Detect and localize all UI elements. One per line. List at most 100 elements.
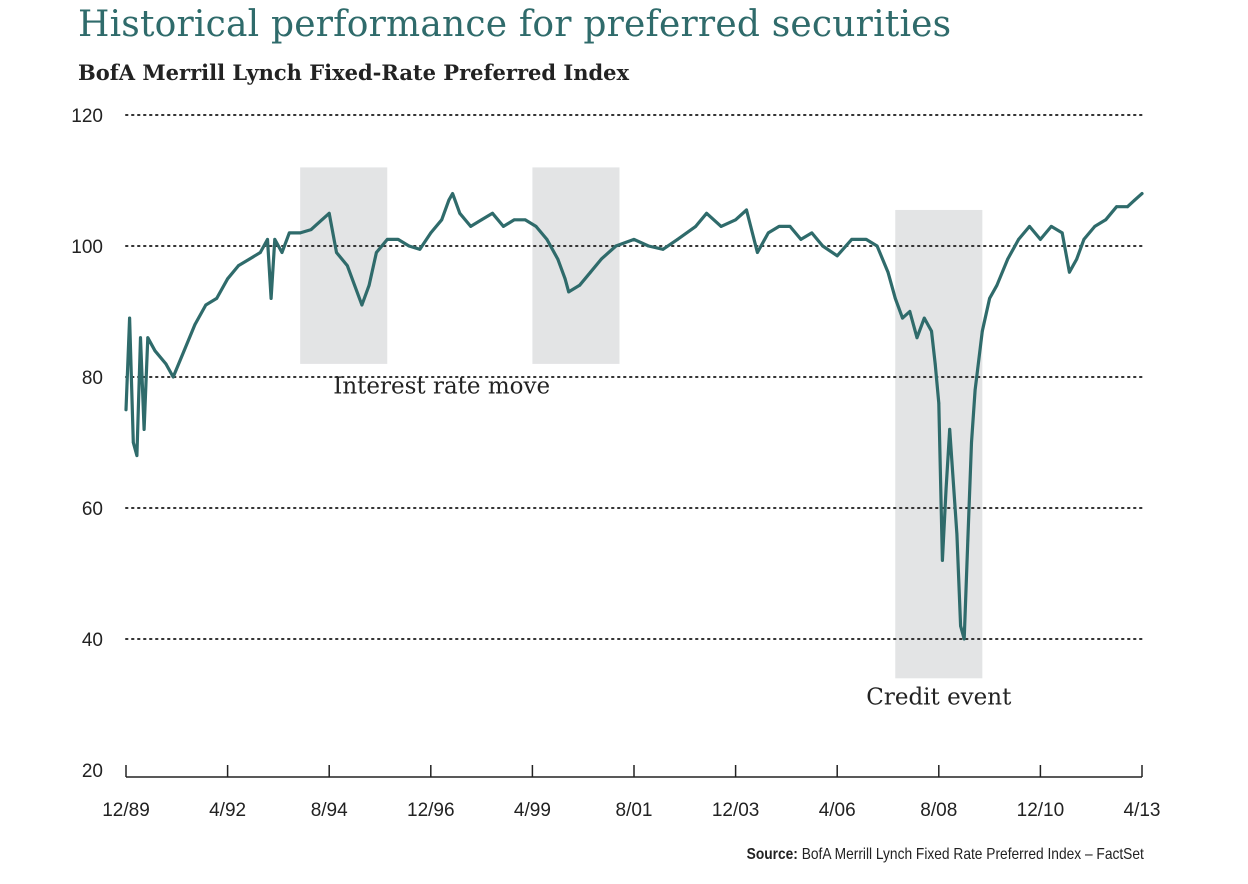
data-point xyxy=(893,297,897,300)
x-tick-label: 8/01 xyxy=(616,800,653,821)
data-point xyxy=(128,316,132,320)
series-group xyxy=(124,192,1144,641)
data-point xyxy=(502,225,505,228)
x-tick-label: 12/03 xyxy=(712,800,760,821)
data-point xyxy=(237,264,240,267)
data-point xyxy=(429,231,433,235)
data-point xyxy=(1075,257,1079,261)
data-point xyxy=(676,238,679,241)
y-tick-label: 60 xyxy=(82,499,103,520)
data-point xyxy=(469,225,473,228)
data-point xyxy=(933,362,937,366)
data-point xyxy=(632,238,636,241)
data-point xyxy=(512,218,516,222)
x-axis xyxy=(125,765,1143,778)
data-point xyxy=(955,532,959,536)
data-point xyxy=(124,408,128,412)
data-point xyxy=(980,329,984,333)
data-point xyxy=(1093,225,1097,228)
data-point xyxy=(756,251,759,254)
data-point xyxy=(988,297,991,300)
data-point xyxy=(930,329,933,333)
source-label: Source: xyxy=(746,846,799,863)
x-tick-label: 4/99 xyxy=(514,800,551,821)
data-point xyxy=(578,283,581,287)
data-point xyxy=(335,251,338,254)
data-point xyxy=(153,349,157,353)
data-point xyxy=(320,218,324,222)
x-axis-labels: 12/89 4/92 8/94 12/96 4/99 8/01 12/03 4/06 8/08 1… xyxy=(102,800,1160,821)
chart-title: Historical performance for preferred sec… xyxy=(78,4,952,45)
data-point xyxy=(171,375,175,379)
data-point xyxy=(280,251,284,254)
y-tick-label: 80 xyxy=(82,368,103,389)
annotation-label: Credit event xyxy=(866,685,1012,711)
y-axis-labels: 20 40 60 80 100 120 xyxy=(71,106,103,782)
data-point xyxy=(614,244,618,248)
x-tick-label: 4/92 xyxy=(209,800,246,821)
data-point xyxy=(193,323,197,326)
annotations: Interest rate move Credit event xyxy=(333,373,1012,710)
shaded-region-2 xyxy=(532,167,620,364)
data-point xyxy=(766,231,770,235)
data-point xyxy=(908,310,912,313)
data-point xyxy=(458,211,462,215)
data-point xyxy=(995,283,999,287)
data-point xyxy=(1039,238,1042,241)
data-point xyxy=(353,283,356,287)
data-point xyxy=(396,238,400,241)
data-point xyxy=(1133,198,1137,202)
data-point xyxy=(226,277,230,281)
series-line-1 xyxy=(124,192,1144,641)
data-point xyxy=(567,290,571,294)
data-point xyxy=(1028,225,1031,228)
data-point xyxy=(534,225,538,228)
data-point xyxy=(941,559,944,562)
data-point xyxy=(258,251,262,254)
data-point xyxy=(973,388,977,392)
data-point xyxy=(901,316,904,320)
y-tick-label: 100 xyxy=(71,237,103,258)
data-point xyxy=(599,257,603,261)
chart-subtitle: BofA Merrill Lynch Fixed-Rate Preferred … xyxy=(78,60,630,85)
source-text: BofA Merrill Lynch Fixed Rate Preferred … xyxy=(801,846,1144,863)
data-point xyxy=(745,208,748,212)
data-point xyxy=(1060,231,1064,235)
y-tick-label: 120 xyxy=(71,106,103,127)
data-point xyxy=(375,251,378,254)
data-point xyxy=(734,218,737,222)
x-tick-label: 12/96 xyxy=(407,800,455,821)
data-point xyxy=(705,211,708,215)
data-point xyxy=(959,624,962,628)
data-point xyxy=(215,297,219,300)
data-point xyxy=(922,316,926,320)
gridlines xyxy=(125,114,1143,640)
data-point xyxy=(647,244,650,248)
data-point xyxy=(491,211,494,215)
data-point xyxy=(407,244,411,248)
data-point xyxy=(1006,257,1010,261)
data-point xyxy=(1082,238,1086,241)
data-point xyxy=(360,303,364,307)
data-point xyxy=(821,244,825,248)
data-point xyxy=(788,225,792,228)
data-point xyxy=(545,238,549,241)
data-point xyxy=(146,336,150,340)
data-point xyxy=(563,277,567,281)
data-point xyxy=(447,198,451,202)
data-point xyxy=(886,270,890,274)
data-point xyxy=(135,454,139,457)
x-tick-label: 12/89 xyxy=(102,800,150,821)
data-point xyxy=(273,238,277,241)
data-point xyxy=(139,336,142,340)
y-tick-label: 40 xyxy=(82,630,103,651)
data-point xyxy=(962,637,966,641)
data-point xyxy=(248,257,251,261)
data-point xyxy=(864,238,868,241)
data-point xyxy=(418,247,422,251)
annotation-label: Interest rate move xyxy=(333,373,550,399)
data-point xyxy=(970,441,973,444)
data-point xyxy=(556,257,560,261)
data-point xyxy=(131,441,135,444)
